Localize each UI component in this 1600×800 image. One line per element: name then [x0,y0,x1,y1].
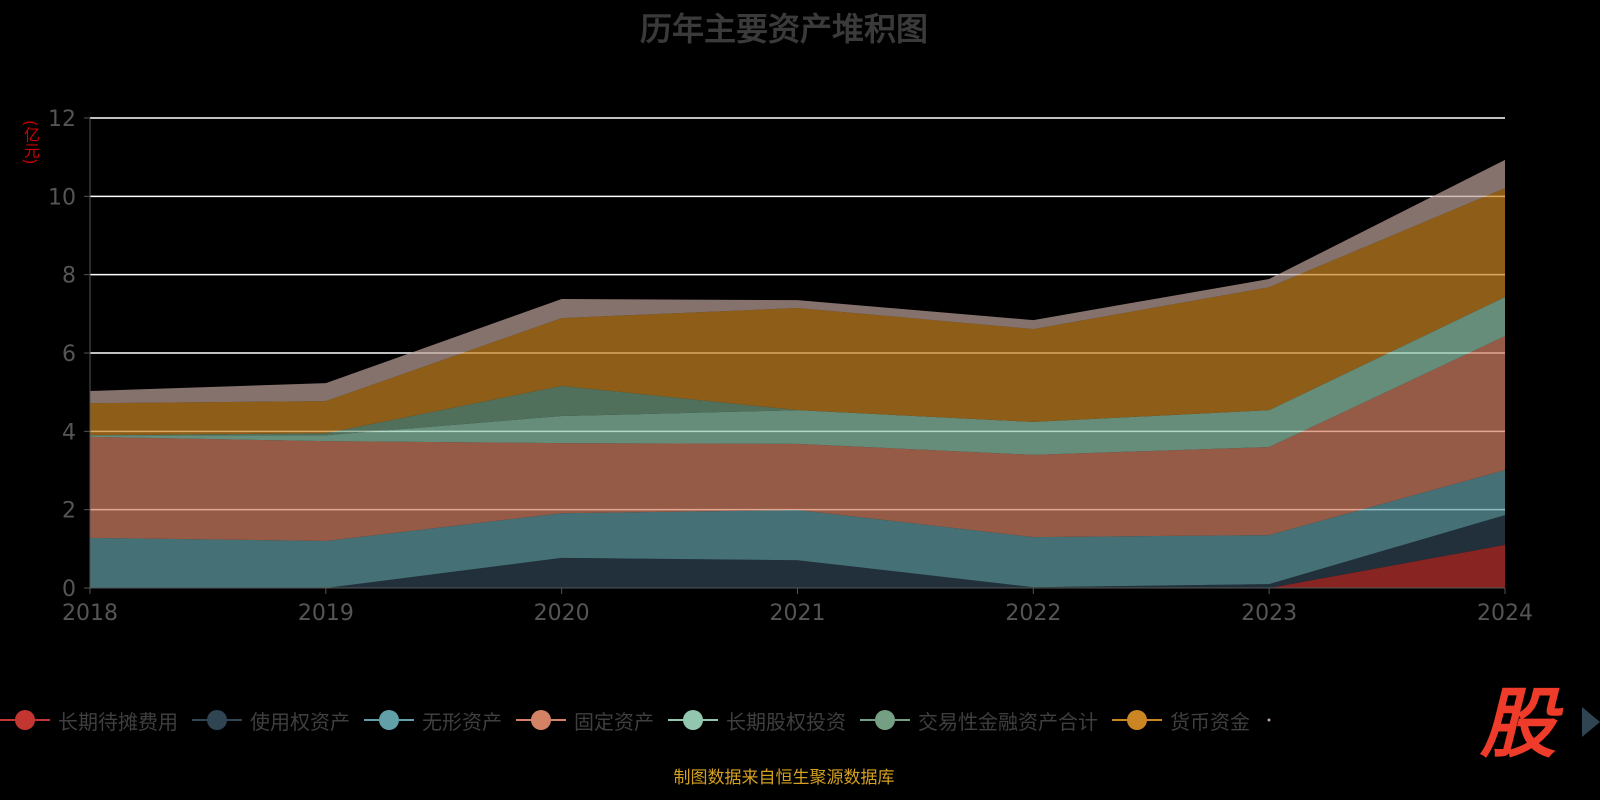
legend-marker-icon [516,710,566,730]
legend-item[interactable]: 长期待摊费用 [0,706,178,735]
x-tick-label: 2023 [1241,601,1297,626]
y-tick-label: 2 [62,499,76,524]
legend-item[interactable]: 长期股权投资 [668,706,846,735]
legend-marker-icon [668,710,718,730]
area-series-0 [90,544,1505,588]
x-tick-label: 2018 [62,601,118,626]
legend-item[interactable] [1264,708,1322,732]
legend-next-page-icon[interactable] [1582,707,1600,737]
x-tick-label: 2024 [1477,601,1533,626]
y-tick-label: 12 [48,107,76,132]
y-tick-label: 8 [62,264,76,289]
legend-item[interactable]: 使用权资产 [192,706,350,735]
legend-label: 使用权资产 [250,709,350,734]
y-tick-label: 6 [62,342,76,367]
legend-marker-icon [364,710,414,730]
y-tick-label: 0 [62,577,76,602]
legend-label: 货币资金 [1170,709,1250,734]
legend-label: 交易性金融资产合计 [918,709,1098,734]
data-source-footer: 制图数据来自恒生聚源数据库 [673,768,895,788]
legend-label: 长期待摊费用 [58,709,178,734]
x-tick-label: 2019 [298,601,354,626]
legend: 长期待摊费用 使用权资产 无形资产 固定资产 长期股权投资 交易性金融资产合计 货币资金 [0,704,1336,736]
legend-item[interactable]: 交易性金融资产合计 [860,706,1098,735]
area-series-2 [90,470,1505,588]
y-tick-label: 10 [48,185,76,210]
legend-marker-icon [1267,718,1271,722]
area-series-7 [90,159,1505,404]
area-series-1 [90,515,1505,588]
legend-label: 无形资产 [422,709,502,734]
legend-marker-icon [860,710,910,730]
chart-title: 历年主要资产堆积图 [639,10,928,48]
legend-marker-icon [0,710,50,730]
stacked-area-chart: 0 2 4 6 8 10 12 2018 2019 2020 2021 2022 2023 2024 [48,107,1533,626]
legend-label: 长期股权投资 [726,709,846,734]
x-tick-label: 2021 [770,601,826,626]
x-tick-label: 2022 [1005,601,1061,626]
legend-marker-icon [1112,710,1162,730]
area-series-6 [90,188,1505,436]
legend-item[interactable]: 无形资产 [364,706,502,735]
y-tick-label: 4 [62,420,76,445]
logo: 股 [1480,679,1556,768]
legend-item[interactable]: 固定资产 [516,706,654,735]
area-series-4 [90,296,1505,455]
legend-marker-icon [192,710,242,730]
legend-label: 固定资产 [574,709,654,734]
area-series-3 [90,336,1505,541]
y-axis-label: (亿元) [21,120,40,165]
legend-item[interactable]: 货币资金 [1112,706,1250,735]
x-tick-label: 2020 [534,601,590,626]
